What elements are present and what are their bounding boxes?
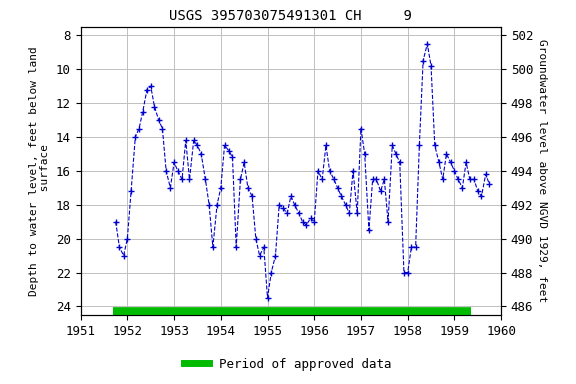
- Y-axis label: Depth to water level, feet below land
 surface: Depth to water level, feet below land su…: [29, 46, 50, 296]
- Legend: Period of approved data: Period of approved data: [179, 353, 397, 376]
- Title: USGS 395703075491301 CH     9: USGS 395703075491301 CH 9: [169, 9, 412, 23]
- Y-axis label: Groundwater level above NGVD 1929, feet: Groundwater level above NGVD 1929, feet: [537, 39, 547, 303]
